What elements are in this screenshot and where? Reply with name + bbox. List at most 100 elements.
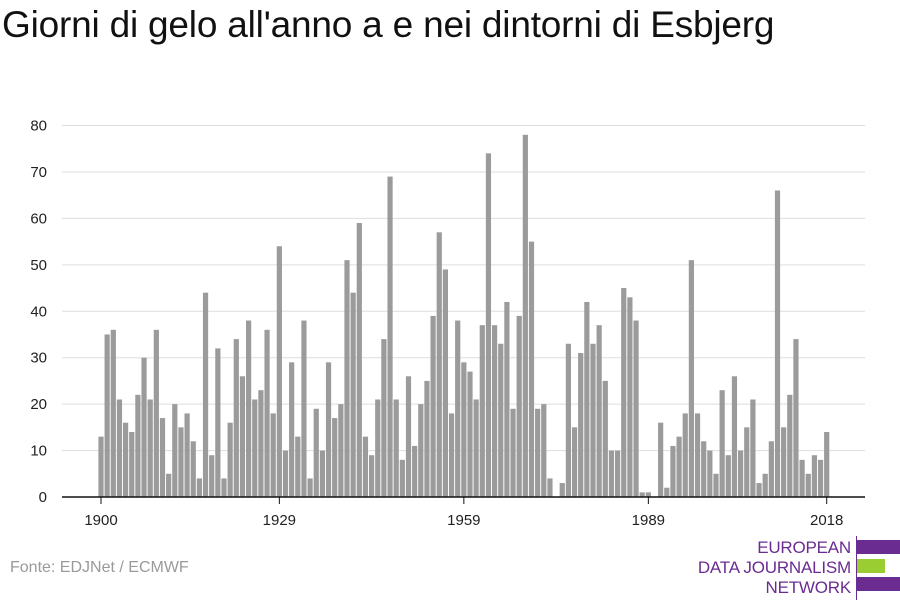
bar-1926 [258,390,264,497]
bar-1983 [608,450,615,497]
bar-1902 [110,329,116,497]
bar-1950 [405,376,412,497]
bar-1953 [424,380,430,497]
bar-1959 [461,362,467,497]
x-tick-label: 2018 [810,512,843,529]
bar-chart: 0 10 20 30 40 50 60 70 80 1900 1929 1959 1989 2018 [30,118,865,529]
bar-1900 [98,436,104,497]
bar-1952 [418,404,424,498]
bar-2011 [781,427,787,497]
bar-1965 [498,343,504,497]
bar-1997 [694,413,701,497]
bar-1934 [307,478,313,497]
y-tick-label: 10 [30,443,47,460]
bar-1938 [332,418,338,497]
bar-1922 [233,339,239,497]
bar-1994 [676,436,682,497]
logo-line-2: DATA JOURNALISM [697,558,851,577]
bar-1980 [590,343,596,497]
bar-1984 [615,450,621,497]
bar-2010 [774,190,781,497]
bar-1920 [221,478,227,497]
bar-1992 [664,487,670,497]
chart-title: Giorni di gelo all'anno a e nei dintorni… [2,4,775,45]
bar-2012 [787,394,793,497]
x-tick-label: 1989 [632,512,665,529]
bars [98,134,830,498]
bar-1957 [448,413,455,497]
bar-2009 [768,441,774,497]
bar-1908 [147,399,153,497]
bar-1913 [178,427,184,497]
bar-1991 [658,422,664,497]
bar-2017 [817,459,824,497]
bar-1928 [270,413,276,497]
bar-1960 [467,371,473,497]
bar-1998 [701,441,707,497]
bar-1909 [153,329,159,497]
bar-1973 [547,478,553,497]
bar-1946 [381,339,387,497]
bar-1939 [338,404,344,498]
bar-1901 [104,334,110,497]
bar-1963 [485,153,492,498]
bar-1958 [455,320,461,497]
bar-2002 [725,455,731,497]
bar-1949 [399,459,405,497]
bar-1979 [584,301,590,497]
bar-1966 [504,301,510,497]
bar-1975 [559,483,565,497]
bar-1995 [682,413,688,497]
bar-1941 [350,292,356,497]
logo-bar-purple-top [857,540,900,554]
x-tick-label: 1900 [84,512,117,529]
bar-1956 [442,269,448,497]
bar-1931 [289,362,295,497]
bar-1918 [209,455,215,497]
bar-1977 [571,427,578,497]
y-tick-label: 30 [30,350,47,367]
bar-1910 [159,418,166,497]
y-tick-label: 0 [39,489,47,506]
bar-1921 [227,422,233,497]
logo-bar-purple-bottom [857,577,900,591]
logo-bar-green [857,559,885,573]
edjnet-logo: EUROPEAN DATA JOURNALISM NETWORK [697,536,900,600]
bar-1985 [621,288,627,497]
bar-1978 [578,353,584,497]
bar-1996 [688,260,694,497]
bar-1917 [202,292,209,497]
bar-1989 [645,492,651,497]
bar-1962 [479,325,485,497]
bar-1972 [541,404,547,498]
bar-1951 [412,445,418,497]
bar-2005 [744,427,750,497]
bar-1969 [522,134,528,498]
bar-1912 [172,404,178,498]
logo-line-1: EUROPEAN [757,538,851,557]
y-tick-label: 50 [30,257,47,274]
bar-2004 [738,450,744,497]
bar-1930 [282,450,289,497]
y-tick-label: 60 [30,210,47,227]
y-tick-label: 20 [30,396,47,413]
bar-1933 [301,320,307,497]
bar-1923 [239,376,246,497]
bar-2018 [824,431,830,497]
bar-1903 [116,399,123,497]
bar-1940 [344,260,350,497]
bar-1971 [535,408,541,497]
x-tick-labels: 1900 1929 1959 1989 2018 [84,497,843,529]
bar-1981 [596,325,602,497]
bar-2015 [805,473,811,497]
bar-1942 [356,223,362,497]
bar-1944 [369,455,375,497]
bar-1993 [670,445,676,497]
bar-1948 [393,399,399,497]
bar-1943 [362,436,369,497]
bar-1932 [295,436,301,497]
y-tick-label: 80 [30,118,47,135]
bar-1988 [639,492,645,497]
bar-1916 [196,478,202,497]
x-tick-label: 1929 [263,512,296,529]
